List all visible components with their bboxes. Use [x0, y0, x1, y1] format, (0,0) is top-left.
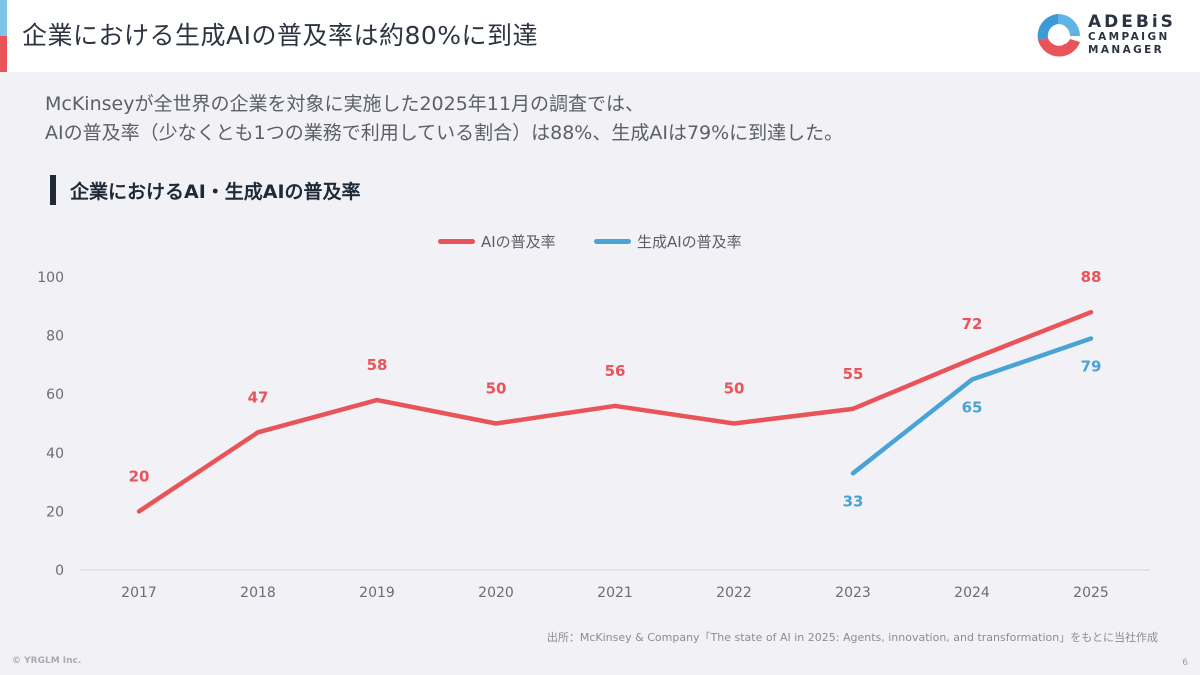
y-tick-label: 0 — [55, 563, 64, 579]
legend-label-genai: 生成AIの普及率 — [637, 233, 742, 251]
y-tick-label: 100 — [37, 270, 64, 286]
adebis-logo: ADEBiS CAMPAIGN MANAGER — [1030, 6, 1190, 66]
copyright: © YRGLM Inc. — [12, 656, 82, 666]
x-tick-label: 2024 — [954, 585, 990, 601]
x-tick-label: 2018 — [240, 585, 276, 601]
data-label-ai: 56 — [605, 362, 626, 380]
data-label-ai: 72 — [962, 315, 983, 333]
data-label-genai: 65 — [962, 399, 983, 417]
chart-legend: AIの普及率 生成AIの普及率 — [0, 231, 1200, 251]
section-bar — [50, 175, 56, 205]
y-tick-label: 40 — [46, 446, 64, 462]
legend-item-genai: 生成AIの普及率 — [594, 231, 742, 252]
data-label-ai: 50 — [724, 380, 745, 398]
x-tick-label: 2020 — [478, 585, 514, 601]
x-tick-label: 2017 — [121, 585, 157, 601]
logo-line-1: ADEBiS — [1088, 12, 1176, 32]
section-label: 企業におけるAI・生成AIの普及率 — [70, 181, 361, 203]
legend-label-ai: AIの普及率 — [481, 233, 556, 251]
legend-swatch-genai — [594, 239, 631, 244]
data-label-genai: 79 — [1081, 358, 1102, 376]
lead-line-2: AIの普及率（少なくとも1つの業務で利用している割合）は88%、生成AIは79%… — [45, 122, 844, 144]
logo-wordmark: ADEBiS CAMPAIGN MANAGER — [1088, 13, 1176, 57]
source-note: 出所：McKinsey & Company「The state of AI in… — [546, 631, 1158, 644]
logo-swirl-icon — [1037, 14, 1080, 57]
logo-line-3: MANAGER — [1088, 44, 1165, 56]
y-tick-label: 60 — [46, 387, 64, 403]
y-tick-label: 20 — [46, 504, 64, 520]
x-tick-label: 2022 — [716, 585, 752, 601]
x-tick-label: 2021 — [597, 585, 633, 601]
data-label-ai: 47 — [248, 388, 269, 406]
x-tick-label: 2019 — [359, 585, 395, 601]
legend-item-ai: AIの普及率 — [438, 231, 556, 252]
x-tick-label: 2025 — [1073, 585, 1109, 601]
data-label-ai: 20 — [129, 467, 150, 485]
page-number: 6 — [1182, 658, 1188, 668]
data-label-ai: 50 — [486, 380, 507, 398]
data-label-genai: 33 — [843, 492, 864, 510]
y-tick-label: 80 — [46, 329, 64, 345]
accent-bar-blue — [0, 0, 7, 36]
slide-title: 企業における生成AIの普及率は約80%に到達 — [22, 21, 539, 50]
lead-line-1: McKinseyが全世界の企業を対象に実施した2025年11月の調査では、 — [45, 93, 644, 115]
x-tick-label: 2023 — [835, 585, 871, 601]
series-line-ai — [136, 309, 1094, 514]
series-line-genai — [850, 336, 1094, 476]
accent-bar-red — [0, 36, 7, 72]
data-label-ai: 58 — [367, 356, 388, 374]
data-label-ai: 88 — [1081, 268, 1102, 286]
logo-line-2: CAMPAIGN — [1088, 31, 1170, 43]
data-label-ai: 55 — [843, 365, 864, 383]
legend-swatch-ai — [438, 239, 475, 244]
slide-header: 企業における生成AIの普及率は約80%に到達 ADEBiS CAMPAIGN M… — [0, 0, 1200, 72]
lead-text: McKinseyが全世界の企業を対象に実施した2025年11月の調査では、 AI… — [45, 90, 843, 148]
